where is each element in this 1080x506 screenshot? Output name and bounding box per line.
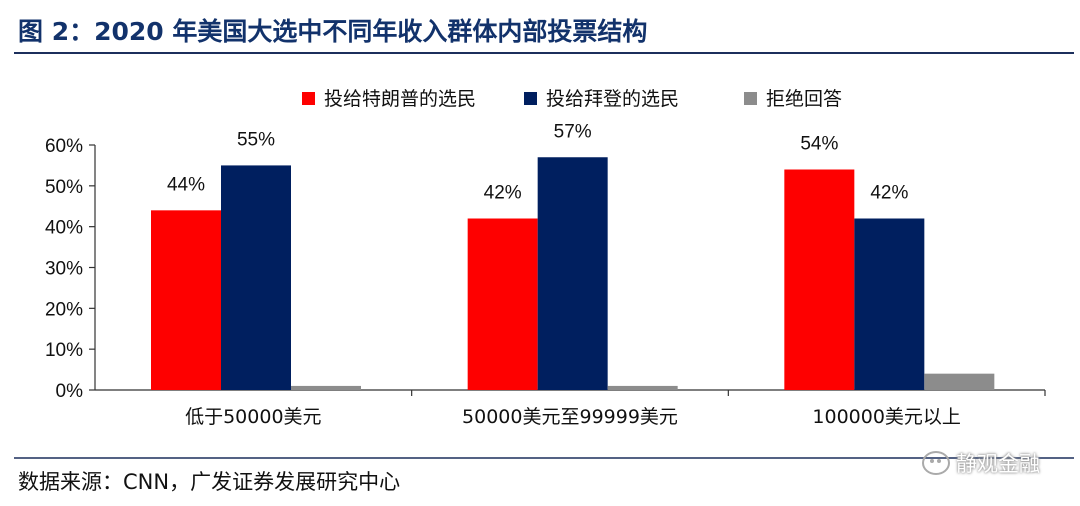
legend-swatch [302,92,315,105]
y-tick-label: 30% [45,259,83,280]
legend-label: 拒绝回答 [766,88,842,110]
bar [607,385,678,390]
data-label: 57% [554,121,592,142]
x-category-label: 低于50000美元 [185,406,321,428]
title-rule [14,52,1074,54]
bar [854,218,925,390]
figure-title: 图 2：2020 年美国大选中不同年收入群体内部投票结构 [18,17,648,46]
bar [467,218,538,390]
y-tick-label: 60% [45,136,83,157]
y-tick-label: 40% [45,218,83,239]
watermark: 静观金融 [922,448,1040,478]
data-label: 44% [167,174,205,195]
x-category-label: 100000美元以上 [812,406,961,428]
bar [537,157,608,390]
bar [151,210,221,390]
legend-swatch [744,92,757,105]
source-note: 数据来源：CNN，广发证券发展研究中心 [18,470,401,494]
y-tick-label: 0% [56,381,84,402]
legend-swatch [524,92,537,105]
bar [221,165,291,390]
y-tick-label: 20% [45,299,83,320]
data-label: 55% [237,129,275,150]
bar [784,169,855,390]
y-tick-label: 10% [45,340,83,361]
data-label: 42% [484,183,522,204]
watermark-text: 静观金融 [956,452,1040,476]
y-tick-label: 50% [45,177,83,198]
data-label: 42% [870,183,908,204]
bar [291,385,361,390]
wechat-icon [922,451,950,475]
data-label: 54% [800,134,838,155]
legend-label: 投给拜登的选民 [546,88,679,110]
x-category-label: 50000美元至99999美元 [462,406,678,428]
bar [924,373,995,390]
legend-label: 投给特朗普的选民 [324,88,476,110]
